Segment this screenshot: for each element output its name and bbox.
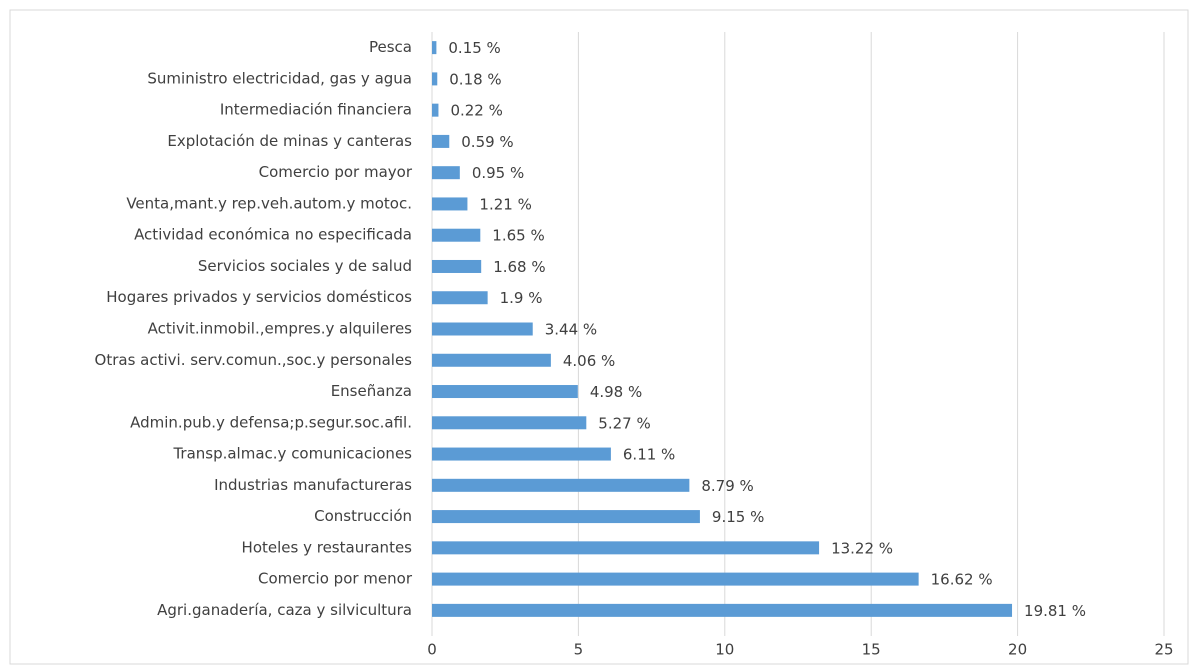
bar bbox=[432, 197, 468, 211]
y-tick-label: Activit.inmobil.,empres.y alquileres bbox=[148, 320, 413, 338]
bar bbox=[432, 603, 1013, 617]
data-label: 3.44 % bbox=[545, 321, 597, 339]
data-label: 1.68 % bbox=[493, 258, 545, 276]
y-tick-label: Explotación de minas y canteras bbox=[167, 132, 412, 150]
bar bbox=[432, 72, 438, 86]
data-label: 1.21 % bbox=[479, 195, 531, 213]
x-tick-label: 15 bbox=[862, 641, 881, 659]
y-tick-label: Suministro electricidad, gas y agua bbox=[147, 69, 412, 87]
bar bbox=[432, 134, 450, 148]
y-tick-label: Construcción bbox=[314, 507, 412, 525]
bar bbox=[432, 228, 481, 242]
y-tick-label: Servicios sociales y de salud bbox=[198, 257, 412, 275]
data-label: 16.62 % bbox=[931, 571, 993, 589]
bar bbox=[432, 322, 533, 336]
y-tick-label: Industrias manufactureras bbox=[214, 476, 412, 494]
bar bbox=[432, 510, 700, 524]
y-tick-label: Hogares privados y servicios domésticos bbox=[106, 288, 412, 306]
y-tick-label: Otras activi. serv.comun.,soc.y personal… bbox=[95, 351, 413, 369]
x-tick-label: 25 bbox=[1154, 641, 1173, 659]
bar bbox=[432, 447, 611, 461]
y-tick-label: Transp.almac.y comunicaciones bbox=[172, 445, 412, 463]
y-tick-label: Comercio por menor bbox=[258, 570, 413, 588]
x-tick-label: 5 bbox=[574, 641, 584, 659]
data-label: 13.22 % bbox=[831, 539, 893, 557]
x-tick-label: 20 bbox=[1008, 641, 1027, 659]
data-label: 1.65 % bbox=[492, 227, 544, 245]
data-label: 0.59 % bbox=[461, 133, 513, 151]
bar bbox=[432, 291, 488, 305]
data-label: 9.15 % bbox=[712, 508, 764, 526]
data-label: 8.79 % bbox=[701, 477, 753, 495]
bar bbox=[432, 541, 820, 555]
data-label: 0.22 % bbox=[450, 102, 502, 120]
bar bbox=[432, 478, 690, 492]
y-tick-label: Agri.ganadería, caza y silvicultura bbox=[157, 601, 412, 619]
y-tick-label: Intermediación financiera bbox=[220, 101, 412, 119]
y-tick-label: Venta,mant.y rep.veh.autom.y motoc. bbox=[126, 194, 412, 212]
bar bbox=[432, 385, 578, 399]
data-label: 0.15 % bbox=[448, 39, 500, 57]
chart-frame bbox=[9, 9, 1189, 665]
bar bbox=[432, 353, 551, 367]
data-label: 1.9 % bbox=[500, 289, 543, 307]
y-tick-label: Comercio por mayor bbox=[259, 163, 413, 181]
y-tick-label: Actividad económica no especificada bbox=[134, 226, 412, 244]
bar bbox=[432, 259, 482, 273]
data-label: 0.95 % bbox=[472, 164, 524, 182]
data-label: 0.18 % bbox=[449, 70, 501, 88]
y-tick-label: Pesca bbox=[369, 38, 412, 56]
data-label: 4.06 % bbox=[563, 352, 615, 370]
y-tick-label: Hoteles y restaurantes bbox=[242, 538, 413, 556]
data-label: 6.11 % bbox=[623, 446, 675, 464]
x-tick-label: 0 bbox=[427, 641, 437, 659]
x-tick-label: 10 bbox=[715, 641, 734, 659]
y-tick-label: Enseñanza bbox=[331, 382, 412, 400]
bar bbox=[432, 103, 439, 117]
data-label: 19.81 % bbox=[1024, 602, 1086, 620]
bar bbox=[432, 416, 587, 430]
bar bbox=[432, 166, 460, 180]
data-label: 5.27 % bbox=[598, 414, 650, 432]
bar bbox=[432, 41, 437, 55]
y-tick-label: Admin.pub.y defensa;p.segur.soc.afil. bbox=[130, 413, 412, 431]
bar bbox=[432, 572, 919, 586]
data-label: 4.98 % bbox=[590, 383, 642, 401]
